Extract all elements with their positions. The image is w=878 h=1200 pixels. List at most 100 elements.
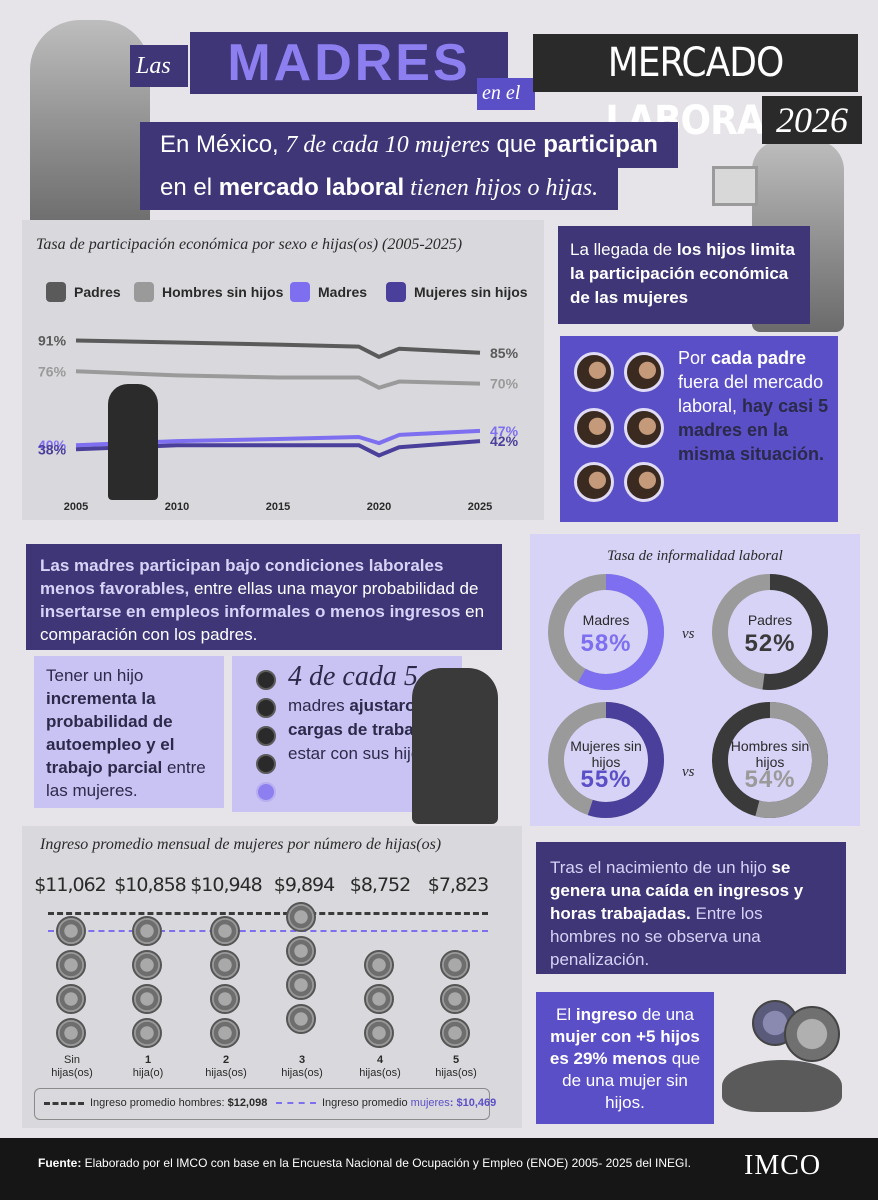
donut-label-mujeres: Mujeres sin hijos bbox=[570, 738, 642, 770]
kids-label: 1 hija(o) bbox=[132, 1054, 164, 1079]
income-amount: $10,858 bbox=[114, 874, 187, 896]
women-average-line bbox=[48, 930, 488, 932]
vs-label: vs bbox=[682, 626, 695, 642]
coin-icon bbox=[210, 950, 240, 980]
donut-label-madres: Madres bbox=[582, 612, 630, 628]
donut-arc bbox=[548, 702, 664, 818]
kids-label: Sin hijas(os) bbox=[51, 1054, 93, 1079]
donut-arc bbox=[548, 574, 664, 690]
income-gap-box: El ingreso de una mujer con +5 hijos es … bbox=[536, 992, 714, 1124]
coin-icon bbox=[286, 936, 316, 966]
coin-icon bbox=[364, 950, 394, 980]
info-box-hijos: La llegada de los hijos limita la partic… bbox=[558, 226, 810, 324]
legend-padres: Padres bbox=[46, 280, 121, 304]
end-label: 85% bbox=[490, 345, 519, 361]
coin-icon bbox=[132, 984, 162, 1014]
informality-donuts bbox=[548, 574, 828, 818]
coin-icon bbox=[364, 1018, 394, 1048]
series-line-1 bbox=[75, 369, 481, 390]
coin-icon bbox=[56, 1018, 86, 1048]
income-title: Ingreso promedio mensual de mujeres por … bbox=[40, 836, 442, 853]
workload-big: 4 de cada 5 bbox=[288, 661, 418, 692]
mother-face-icon bbox=[574, 462, 614, 502]
title-mercado: MERCADO bbox=[607, 40, 785, 86]
series-line-2 bbox=[75, 428, 481, 448]
walking-woman-photo bbox=[108, 384, 158, 500]
bullet-icon bbox=[256, 670, 276, 690]
income-amount: $8,752 bbox=[349, 874, 411, 896]
income-amount: $9,894 bbox=[273, 874, 335, 896]
income-amount: $7,823 bbox=[427, 874, 489, 896]
men-average-line bbox=[48, 912, 488, 915]
x-tick-label: 2015 bbox=[266, 501, 290, 513]
donut-label-padres: Padres bbox=[747, 612, 793, 628]
father-face-icon bbox=[574, 352, 614, 392]
title-year: 2026 bbox=[762, 96, 862, 144]
donut-pct-padres: 52% bbox=[744, 630, 796, 657]
income-legend bbox=[34, 1088, 490, 1120]
end-label: 42% bbox=[490, 433, 519, 449]
kids-label: 4 hijas(os) bbox=[359, 1054, 401, 1079]
participation-chart-title: Tasa de participación económica por sexo… bbox=[36, 236, 463, 253]
coin-icon bbox=[286, 970, 316, 1000]
kids-label: 3 hijas(os) bbox=[281, 1054, 323, 1079]
info-box-padres-madres-text: Por cada padre fuera del mercado laboral… bbox=[678, 348, 829, 464]
start-label: 40% bbox=[38, 437, 67, 453]
imco-logo: IMCO bbox=[744, 1150, 822, 1181]
mother-face-icon bbox=[574, 408, 614, 448]
coin-icon bbox=[440, 984, 470, 1014]
legend-hombres-sin-hijos: Hombres sin hijos bbox=[134, 280, 283, 304]
end-label: 70% bbox=[490, 376, 519, 392]
footer bbox=[0, 1138, 878, 1200]
coin-icon bbox=[56, 950, 86, 980]
subtitle-line-2: en el mercado laboral tienen hijos o hij… bbox=[140, 166, 619, 210]
legend-women-income: Ingreso promedio mujeres: $10,469 bbox=[276, 1097, 496, 1109]
coin-icon bbox=[286, 902, 316, 932]
series-line-3 bbox=[75, 439, 481, 458]
coin-icon bbox=[210, 984, 240, 1014]
title-en-el: en el bbox=[477, 78, 535, 110]
donut-arc bbox=[712, 702, 828, 818]
self-employment-box: Tener un hijo incrementa la probabilidad… bbox=[34, 656, 224, 808]
x-tick-label: 2010 bbox=[165, 501, 189, 513]
subtitle-line-1: En México, 7 de cada 10 mujeres que part… bbox=[140, 122, 678, 168]
coin-icon bbox=[210, 1018, 240, 1048]
coin-icon bbox=[440, 950, 470, 980]
donut-arc bbox=[712, 574, 828, 690]
mother-face-icon bbox=[624, 408, 664, 448]
income-drop-box: Tras el nacimiento de un hijo se genera … bbox=[536, 842, 846, 974]
legend-men-income: Ingreso promedio hombres: $12,098 bbox=[44, 1097, 267, 1109]
start-label: 76% bbox=[38, 363, 67, 379]
coin-icon bbox=[132, 916, 162, 946]
coin-icon bbox=[132, 950, 162, 980]
mother-face-icon bbox=[624, 462, 664, 502]
donut-pct-mujeres: 55% bbox=[580, 766, 632, 793]
kids-label: 2 hijas(os) bbox=[205, 1054, 247, 1079]
bullet-icon bbox=[256, 754, 276, 774]
coin-icon bbox=[440, 1018, 470, 1048]
title-mercado-laboral: MERCADO LABORAL bbox=[533, 34, 858, 144]
bullet-icon bbox=[256, 726, 276, 746]
x-tick-label: 2005 bbox=[64, 501, 88, 513]
bullet-icon bbox=[256, 698, 276, 718]
series-line-0 bbox=[75, 338, 481, 359]
mother-child-walking-photo bbox=[412, 668, 498, 824]
participation-line-chart: 91% 85% 76% 70% 40% 47% 38% 42% 2005 2010 2015 2020… bbox=[38, 332, 519, 513]
coin-icon bbox=[364, 984, 394, 1014]
legend-madres: Madres bbox=[290, 280, 367, 304]
x-tick-label: 2020 bbox=[367, 501, 391, 513]
end-label: 47% bbox=[490, 423, 519, 439]
income-amount: $10,948 bbox=[190, 874, 263, 896]
coin-icon bbox=[210, 916, 240, 946]
computer-icon bbox=[712, 166, 758, 206]
mother-face-icon bbox=[624, 352, 664, 392]
coin-icon bbox=[784, 1006, 840, 1062]
informality-title: Tasa de informalidad laboral bbox=[607, 548, 783, 564]
conditions-text-block: Las madres participan bajo condiciones l… bbox=[26, 544, 502, 650]
kids-label: 5 hijas(os) bbox=[435, 1054, 477, 1079]
income-amount: $11,062 bbox=[34, 874, 107, 896]
donut-pct-madres: 58% bbox=[580, 630, 632, 657]
vs-label: vs bbox=[682, 764, 695, 780]
title-madres: MADRES bbox=[190, 32, 508, 94]
coin-icon bbox=[286, 1004, 316, 1034]
